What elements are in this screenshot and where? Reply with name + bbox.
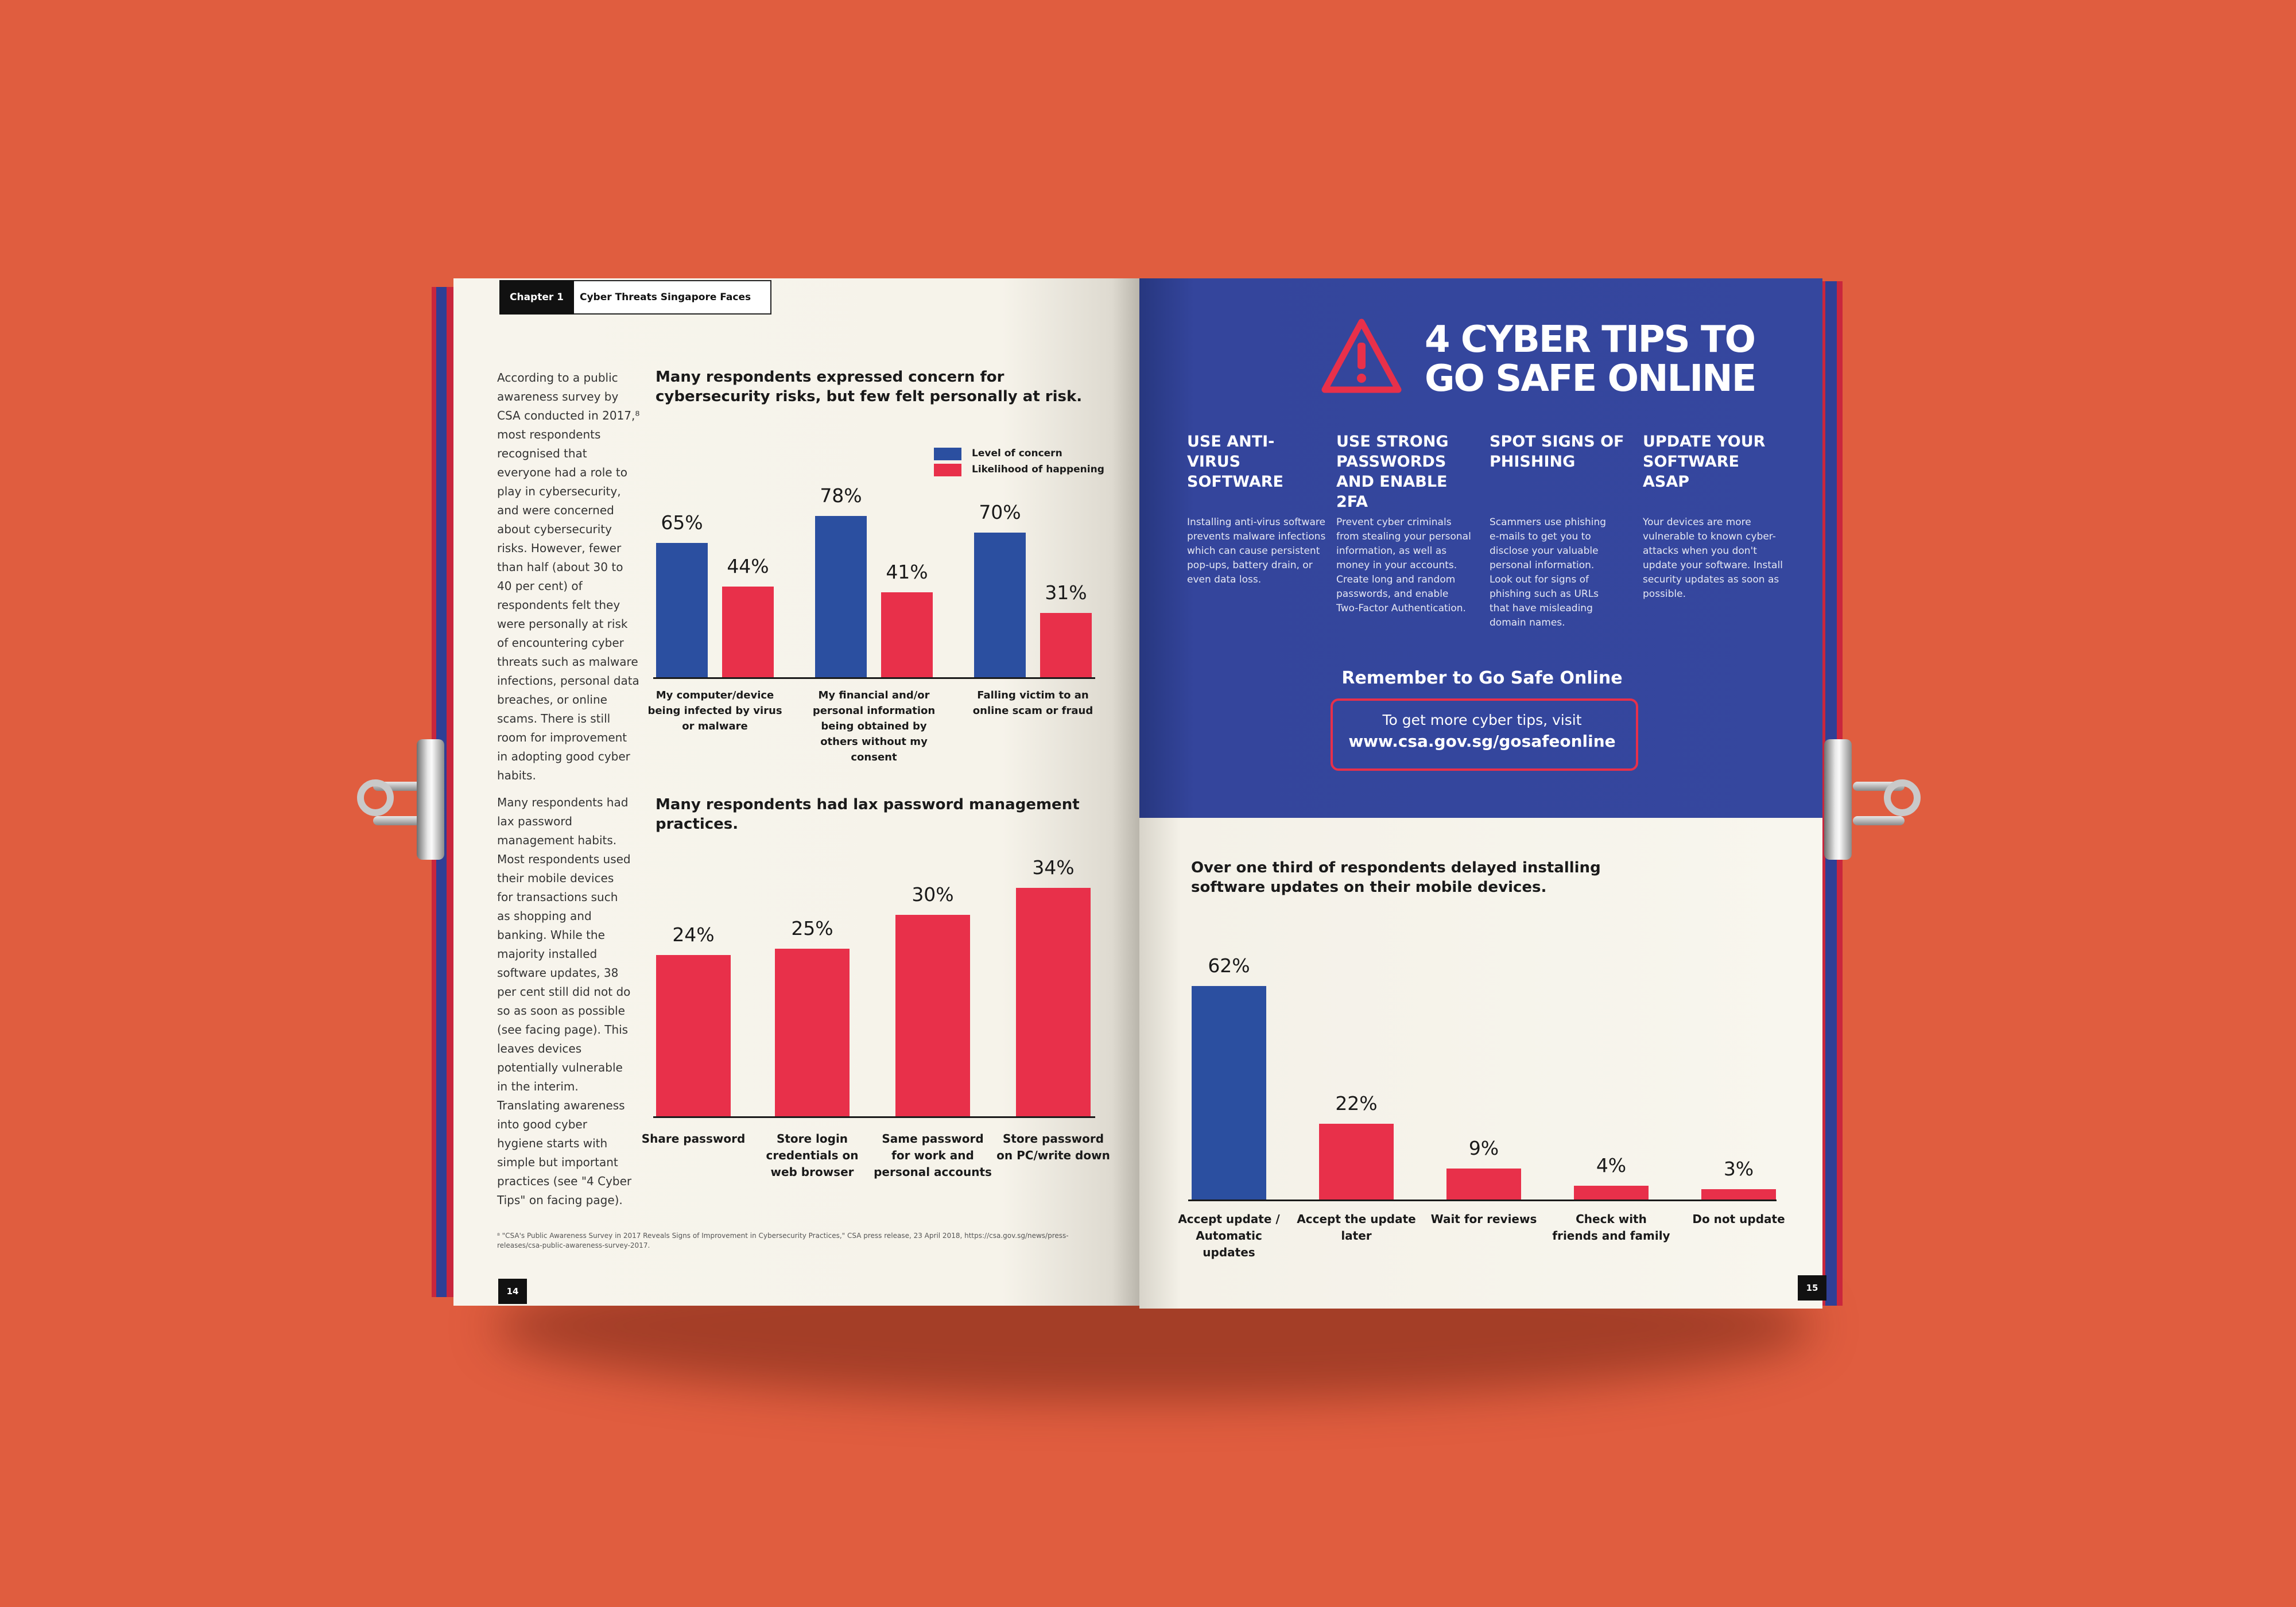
tip-1-title: USE ANTI-VIRUS SOFTWARE — [1187, 433, 1283, 491]
chart3-category-label: Wait for reviews — [1430, 1212, 1537, 1226]
chart2-category-label: Store password on PC/write down — [996, 1132, 1110, 1162]
chart1-bar — [722, 586, 774, 677]
chart3-bar — [1192, 986, 1266, 1200]
password-paragraph: Many respondents had lax password manage… — [497, 795, 632, 1207]
chart2-value-label: 34% — [1032, 856, 1075, 879]
tip-3-title: SPOT SIGNS OF PHISHING — [1490, 433, 1624, 471]
tip-1-body: Installing anti-virus software prevents … — [1187, 517, 1326, 585]
chart3-category-label: Check with friends and family — [1552, 1212, 1670, 1243]
legend-label-concern: Level of concern — [972, 448, 1062, 459]
chart1-category-label: Falling victim to an online scam or frau… — [972, 689, 1093, 717]
cta-link[interactable]: www.csa.gov.sg/gosafeonline — [1348, 732, 1616, 751]
tip-2-body: Prevent cyber criminals from stealing yo… — [1336, 517, 1471, 614]
chart3-x-axis — [1188, 1200, 1777, 1201]
chart2-bar — [656, 955, 731, 1116]
chart2-value-label: 25% — [791, 917, 833, 940]
chart2-value-label: 30% — [912, 883, 954, 906]
legend-label-likelihood: Likelihood of happening — [972, 464, 1104, 475]
chart2-value-label: 24% — [672, 923, 715, 946]
chart3-bar — [1446, 1169, 1521, 1200]
tip-2-title: USE STRONG PASSWORDS AND ENABLE 2FA — [1336, 433, 1449, 511]
tip-4-title: UPDATE YOUR SOFTWARE ASAP — [1643, 433, 1766, 491]
tip-4-body: Your devices are more vulnerable to know… — [1643, 517, 1783, 600]
chart3-category-label: Do not update — [1692, 1212, 1785, 1226]
chart3-value-label: 3% — [1723, 1158, 1754, 1180]
tips-heading-line2: GO SAFE ONLINE — [1425, 358, 1756, 400]
footnote: ⁸ "CSA's Public Awareness Survey in 2017… — [497, 1232, 1069, 1249]
left-page — [453, 278, 1139, 1306]
chart1-title: Many respondents expressed concern for c… — [656, 368, 1083, 405]
tips-heading-line1: 4 CYBER TIPS TO — [1425, 319, 1756, 361]
remember-heading: Remember to Go Safe Online — [1341, 668, 1623, 688]
chart3-value-label: 9% — [1468, 1137, 1499, 1159]
chart1-bar — [815, 516, 867, 677]
chart3-value-label: 62% — [1208, 954, 1250, 977]
chart1-value-label: 70% — [979, 501, 1021, 523]
chart1-value-label: 65% — [661, 511, 703, 534]
tips-panel — [1139, 278, 1822, 818]
tip-3-body: Scammers use phishing e-mails to get you… — [1490, 517, 1607, 628]
chart2-title: Many respondents had lax password manage… — [656, 796, 1080, 833]
page-number-right: 15 — [1798, 1275, 1826, 1301]
chart1-x-axis — [653, 677, 1095, 679]
chapter-title: Cyber Threats Singapore Faces — [580, 292, 751, 303]
chapter-tag: Chapter 1 — [499, 280, 574, 315]
chart2-x-axis — [653, 1116, 1095, 1118]
warning-triangle-icon — [1321, 319, 1402, 393]
chart1-bar — [881, 592, 933, 677]
intro-paragraph: According to a public awareness survey b… — [497, 371, 640, 782]
chart3-bar — [1574, 1186, 1649, 1200]
chart1-bar — [1040, 613, 1092, 677]
chart1-value-label: 44% — [727, 554, 769, 577]
chart3-bar — [1701, 1189, 1776, 1200]
cta-box[interactable] — [1331, 698, 1638, 771]
chart3-title: Over one third of respondents delayed in… — [1191, 859, 1601, 896]
chart1-bar — [974, 533, 1026, 677]
chart3-category-label: Accept the update later — [1297, 1212, 1416, 1243]
chart1-bar — [656, 543, 708, 677]
legend-swatch-concern — [934, 448, 961, 460]
legend-swatch-likelihood — [934, 464, 961, 476]
cta-text: To get more cyber tips, visit — [1382, 712, 1582, 728]
chart1-value-label: 78% — [820, 484, 862, 507]
chart3-category-label: Accept update / Automatic updates — [1178, 1212, 1280, 1259]
chart2-category-label: Same password for work and personal acco… — [874, 1132, 992, 1179]
chart1-value-label: 31% — [1045, 581, 1087, 604]
chart2-category-label: Store login credentials on web browser — [766, 1132, 859, 1179]
chart2-bar — [775, 948, 850, 1116]
chart1-value-label: 41% — [886, 561, 928, 584]
chart2-category-label: Share password — [641, 1132, 746, 1146]
chart1-category-label: My financial and/or personal information… — [812, 689, 936, 763]
chart3-value-label: 4% — [1596, 1154, 1627, 1177]
chart3-value-label: 22% — [1335, 1092, 1378, 1115]
chart2-bar — [895, 915, 970, 1116]
chart3-bar — [1319, 1124, 1394, 1200]
chart2-bar — [1016, 888, 1091, 1116]
chart1-category-label: My computer/device being infected by vir… — [647, 689, 782, 732]
page-number-left: 14 — [498, 1279, 527, 1304]
